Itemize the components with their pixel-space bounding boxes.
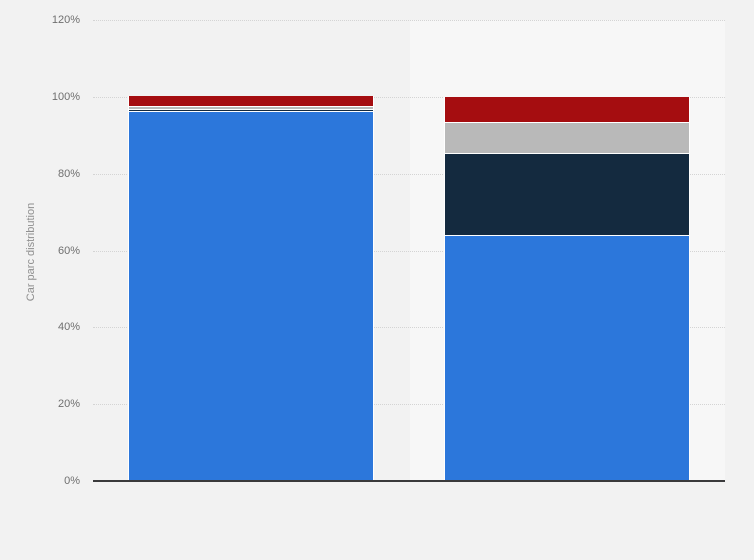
gridline-40 (93, 327, 725, 328)
bar-segment-silver-gray[interactable] (129, 106, 373, 109)
y-tick-label-60: 60% (57, 245, 80, 257)
gridline-120 (93, 20, 725, 21)
y-tick-label-0: 0% (64, 475, 80, 487)
bar-segment-dark-navy[interactable] (445, 153, 689, 235)
gridline-80 (93, 174, 725, 175)
y-tick-label-20: 20% (57, 398, 80, 410)
stacked-bar-2 (444, 97, 690, 481)
bar-segment-dark-red[interactable] (129, 96, 373, 106)
x-axis-baseline (93, 480, 725, 482)
y-tick-label-120: 120% (51, 14, 80, 26)
gridline-100 (93, 97, 725, 98)
bar-segment-blue[interactable] (445, 235, 689, 481)
bar-segment-dark-red[interactable] (445, 97, 689, 122)
stacked-bar-1 (128, 96, 374, 481)
y-tick-label-100: 100% (51, 91, 80, 103)
bar-segment-silver-gray[interactable] (445, 122, 689, 153)
y-tick-label-40: 40% (57, 321, 80, 333)
gridline-60 (93, 251, 725, 252)
y-tick-label-80: 80% (57, 168, 80, 180)
bar-segment-blue[interactable] (129, 111, 373, 481)
gridline-20 (93, 404, 725, 405)
bar-segment-dark-navy[interactable] (129, 109, 373, 111)
